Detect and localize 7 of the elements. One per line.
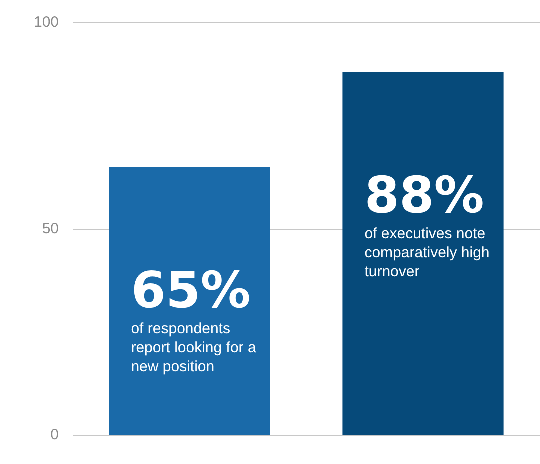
y-tick-label: 50 <box>42 220 60 238</box>
y-tick-label: 100 <box>34 14 60 32</box>
annotation: of executives note comparatively high turnover <box>364 226 490 281</box>
y-tick-label: 0 <box>50 426 60 444</box>
data-label: 65% <box>131 261 251 320</box>
annotation: of respondents report looking for a new position <box>131 320 257 376</box>
data-label: 88% <box>364 166 484 225</box>
